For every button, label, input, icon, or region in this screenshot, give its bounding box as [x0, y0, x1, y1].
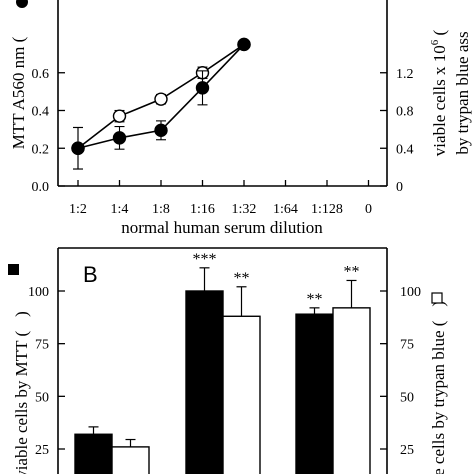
open-circle-point — [154, 92, 168, 106]
panel-b-label: B — [83, 262, 98, 287]
svg-text:viable cells by MTT (): viable cells by MTT () — [12, 311, 31, 474]
panel-a-x-tick-label: 1:16 — [190, 202, 215, 217]
significance-marker: ** — [234, 270, 250, 287]
bar-group: ***** — [185, 251, 261, 474]
panel-a-x-tick-label: 1:4 — [111, 202, 129, 217]
significance-marker: ** — [307, 291, 323, 308]
panel-a-left-axis-label: MTT A560 nm ( — [9, 36, 28, 149]
svg-text:ble cells by trypan blue (): ble cells by trypan blue () — [429, 301, 448, 474]
panel-a-left-tick-label: 0.6 — [32, 67, 50, 82]
panel-a-left-tick-label: 0.4 — [32, 105, 50, 120]
panel-a-left-tick-label: 0.2 — [32, 142, 50, 157]
panel-b-left-tick-label: 50 — [35, 390, 49, 405]
panel-a-right-axis-label: viable cells x 106 ( — [429, 29, 449, 156]
panel-a-x-tick-label: 0 — [365, 202, 372, 217]
panel-a-x-axis-label: normal human serum dilution — [121, 218, 323, 237]
filled-circle-point — [154, 123, 168, 138]
panel-b-right-tick-label: 75 — [400, 338, 414, 353]
panel-a-x-tick-label: 1:32 — [232, 202, 257, 217]
black-bar — [185, 290, 224, 474]
panel-a-line-chart: 0.0 0.2 0.4 0.6 0 0.4 0.8 1.2 1:2 1:4 1:8 1:16 1:3… — [9, 0, 472, 237]
panel-a-left-label-filled-circle — [16, 0, 28, 8]
panel-b-left-tick-label: 100 — [28, 285, 49, 300]
panel-a-right-tick-label: 0 — [396, 180, 403, 195]
panel-a-x-tick-label: 1:8 — [152, 202, 170, 217]
panel-b-left-tick-label: 25 — [35, 443, 49, 458]
panel-b-left-label-text: viable cells by MTT ( — [12, 331, 31, 474]
panel-a-x-tick-label: 1:2 — [69, 202, 87, 217]
panel-a-right-tick-label: 0.8 — [396, 105, 414, 120]
bar-group: ** ** — [295, 263, 371, 474]
white-bar — [222, 315, 261, 474]
panel-a-right-label-line2: by trypan blue ass — [453, 31, 472, 154]
filled-circle-point — [112, 131, 127, 145]
white-bar — [111, 446, 150, 474]
panel-b-right-axis-label: ble cells by trypan blue () — [429, 301, 448, 474]
white-bar — [332, 307, 371, 474]
svg-text:viable cells x 106 (: viable cells x 106 ( — [429, 29, 449, 156]
filled-circle-point — [237, 37, 251, 52]
panel-a-right-label-paren: ( — [430, 29, 449, 39]
panel-b-right-label-open-square — [431, 292, 443, 304]
panel-b-right-tick-label: 100 — [400, 285, 421, 300]
panel-a-left-axis-label-text: MTT A560 nm ( — [9, 36, 28, 149]
panel-a-x-tick-label: 1:64 — [273, 202, 298, 217]
series-open-circle — [71, 37, 251, 170]
panel-b-right-label-close: ) — [429, 301, 448, 307]
panel-a-right-tick-label: 0.4 — [396, 142, 414, 157]
significance-marker: *** — [193, 251, 217, 268]
panel-a-left-tick-label: 0.0 — [32, 180, 50, 195]
panel-a-right-axis-label-2: by trypan blue ass — [453, 31, 472, 154]
panel-a-right-tick-label: 1.2 — [396, 67, 414, 82]
panel-b-left-label-close: ) — [12, 311, 31, 317]
panel-b-right-tick-label: 50 — [400, 390, 414, 405]
panel-b-left-tick-label: 75 — [35, 338, 49, 353]
bar-group — [74, 426, 150, 474]
panel-b-right-tick-label: 25 — [400, 443, 414, 458]
series-filled-circle — [71, 37, 251, 170]
open-circle-point — [112, 109, 127, 123]
panel-a-right-label-sup: 6 — [429, 39, 441, 45]
significance-marker: ** — [344, 263, 360, 280]
panel-b-left-label-black-square — [8, 264, 19, 275]
panel-b-right-label-text: ble cells by trypan blue ( — [429, 320, 448, 474]
black-bar — [74, 433, 113, 474]
filled-circle-point — [71, 141, 85, 155]
filled-circle-point — [195, 81, 210, 95]
panel-b-left-axis-label: viable cells by MTT () — [12, 311, 31, 474]
panel-a-right-label-line1: viable cells x 10 — [430, 45, 449, 156]
panel-a-x-tick-label: 1:128 — [311, 202, 343, 217]
black-bar — [295, 313, 334, 474]
